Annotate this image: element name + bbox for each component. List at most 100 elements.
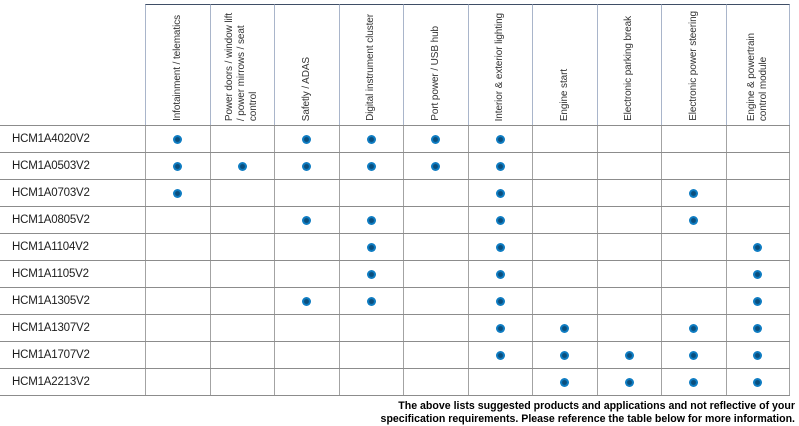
part-number-label: HCM1A0805V2 (12, 214, 90, 226)
application-dot (753, 350, 763, 360)
column-header-cell: Digital instrument cluster (338, 4, 403, 125)
application-cell (661, 261, 726, 287)
part-number-label: HCM1A1707V2 (12, 349, 90, 361)
column-header-cell: Engine & powertrain control module (725, 4, 790, 125)
part-number-label: HCM1A4020V2 (12, 133, 90, 145)
application-cell (596, 153, 662, 179)
column-header-label: Engine start (558, 68, 570, 121)
application-dot (173, 161, 183, 171)
application-cell (338, 234, 404, 260)
application-cell (596, 315, 662, 341)
application-cell (596, 234, 662, 260)
column-header-label: Infotainment / telematics (171, 15, 183, 121)
application-cell (725, 261, 790, 287)
application-cell (725, 153, 790, 179)
part-number-label: HCM1A0503V2 (12, 160, 90, 172)
application-cell (596, 342, 662, 368)
application-cell (661, 369, 726, 395)
column-header-cell: Interior & exterior lighting (467, 4, 532, 125)
application-cell (725, 207, 790, 233)
footer-note: The above lists suggested products and a… (0, 400, 795, 426)
footer-note-line1: The above lists suggested products and a… (398, 400, 795, 412)
application-dot (560, 377, 570, 387)
table-row: HCM1A2213V2 (0, 368, 790, 395)
application-cell (338, 288, 404, 314)
application-dot (689, 350, 699, 360)
application-cell (467, 234, 533, 260)
application-dot (431, 161, 441, 171)
application-cell (209, 207, 275, 233)
application-cell (403, 207, 468, 233)
column-header-cell: Power doors / window lift / power mirrow… (209, 4, 274, 125)
application-cell (467, 369, 533, 395)
application-cell (274, 126, 339, 152)
application-dot (495, 242, 505, 252)
column-header-cell: Port power / USB hub (403, 4, 468, 125)
column-header-cell: Safetly / ADAS (274, 4, 339, 125)
part-number-label: HCM1A0703V2 (12, 187, 90, 199)
application-cell (338, 207, 404, 233)
application-dot (624, 350, 634, 360)
application-cell (467, 261, 533, 287)
application-cell (403, 288, 468, 314)
application-dot (366, 161, 376, 171)
application-dot (495, 350, 505, 360)
application-cell (403, 126, 468, 152)
application-cell (403, 153, 468, 179)
part-number-label: HCM1A2213V2 (12, 376, 90, 388)
application-dot (173, 188, 183, 198)
application-dot (495, 269, 505, 279)
application-cell (596, 369, 662, 395)
application-cell (532, 207, 597, 233)
table-row: HCM1A0503V2 (0, 152, 790, 179)
application-dot (689, 377, 699, 387)
column-header-cell: Electronic parking break (596, 4, 661, 125)
application-dot (366, 296, 376, 306)
application-cell (467, 288, 533, 314)
application-cell (145, 153, 210, 179)
application-cell (145, 207, 210, 233)
table-row: HCM1A1707V2 (0, 341, 790, 368)
part-number-label: HCM1A1307V2 (12, 322, 90, 334)
application-dot (560, 323, 570, 333)
application-cell (274, 261, 339, 287)
application-cell (596, 180, 662, 206)
application-cell (532, 261, 597, 287)
application-cell (274, 369, 339, 395)
application-dot (495, 161, 505, 171)
application-dot (753, 296, 763, 306)
application-cell (532, 315, 597, 341)
application-cell (209, 369, 275, 395)
application-cell (338, 153, 404, 179)
application-cell (338, 315, 404, 341)
application-cell (209, 180, 275, 206)
applications-table: Infotainment / telematics Power doors / w… (0, 4, 790, 396)
application-dot (495, 323, 505, 333)
application-cell (661, 126, 726, 152)
application-cell (209, 342, 275, 368)
table-body: HCM1A4020V2 HCM1A0503V2 HCM1A0703V2 HCM1A08… (0, 125, 790, 396)
application-cell (338, 261, 404, 287)
application-cell (661, 207, 726, 233)
part-number-label: HCM1A1105V2 (12, 268, 89, 280)
application-dot (753, 377, 763, 387)
application-dot (173, 134, 183, 144)
application-cell (532, 288, 597, 314)
application-cell (661, 342, 726, 368)
application-dot (495, 215, 505, 225)
application-cell (209, 261, 275, 287)
application-cell (467, 315, 533, 341)
application-cell (209, 315, 275, 341)
application-dot (689, 323, 699, 333)
application-dot (753, 269, 763, 279)
application-cell (725, 369, 790, 395)
application-cell (467, 126, 533, 152)
table-row: HCM1A1305V2 (0, 287, 790, 314)
application-dot (302, 296, 312, 306)
application-cell (725, 180, 790, 206)
column-header-label: Port power / USB hub (429, 26, 441, 121)
header-row: Infotainment / telematics Power doors / w… (0, 4, 790, 125)
application-cell (403, 369, 468, 395)
column-header-cell: Infotainment / telematics (145, 4, 210, 125)
application-cell (467, 180, 533, 206)
